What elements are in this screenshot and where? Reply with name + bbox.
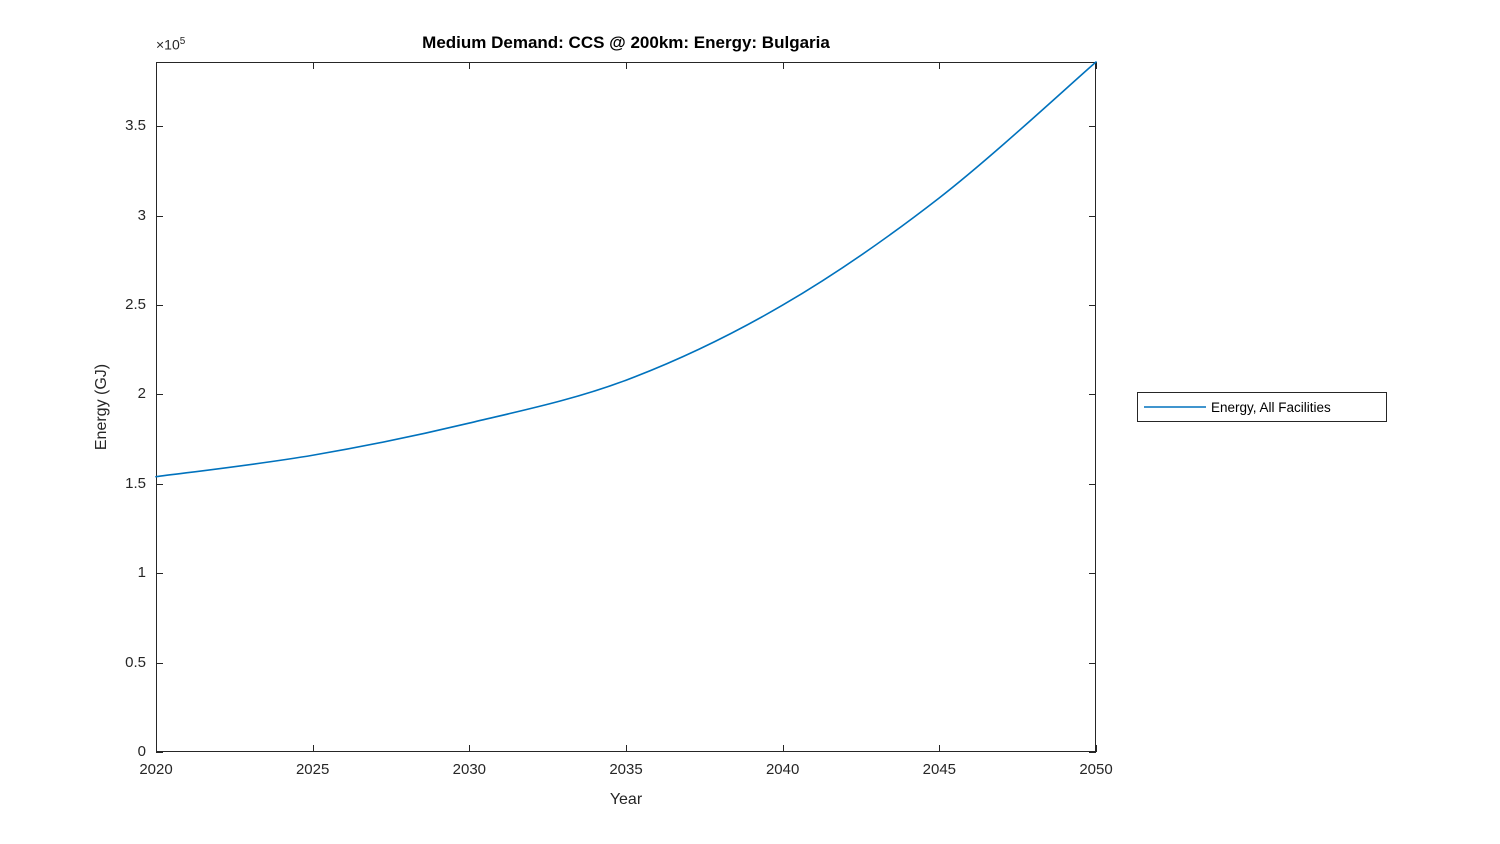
y-tick-label: 3.5 bbox=[125, 117, 146, 135]
series-line-energy-all-facilities bbox=[155, 61, 1097, 478]
x-tick-label: 2035 bbox=[609, 761, 643, 778]
x-tick-label: 2040 bbox=[765, 761, 800, 778]
legend-line-sample bbox=[1144, 406, 1206, 408]
y-tick-label: 2.5 bbox=[125, 296, 146, 314]
y-tick-label: 0.5 bbox=[125, 653, 146, 671]
legend: Energy, All Facilities bbox=[1137, 392, 1387, 422]
x-tick-label: 2020 bbox=[139, 761, 173, 778]
y-tick-label: 3 bbox=[137, 206, 146, 224]
y-axis-label: Energy (GJ) bbox=[93, 363, 110, 451]
chart-title: Medium Demand: CCS @ 200km: Energy: Bulg… bbox=[422, 33, 830, 52]
y-axis-multiplier-exponent: 5 bbox=[179, 36, 186, 47]
y-tick-label: 1 bbox=[137, 564, 146, 582]
x-tick-label: 2025 bbox=[295, 761, 330, 778]
legend-label: Energy, All Facilities bbox=[1211, 399, 1331, 415]
x-tick-label: 2050 bbox=[1079, 761, 1113, 778]
y-tick-label: 0 bbox=[137, 743, 146, 760]
y-tick-label: 1.5 bbox=[125, 474, 146, 492]
y-tick-label: 2 bbox=[137, 385, 146, 403]
x-tick-label: 2030 bbox=[452, 761, 487, 778]
y-axis-multiplier: ×105 bbox=[156, 36, 185, 53]
x-axis-label: Year bbox=[609, 791, 643, 808]
axes-box bbox=[156, 62, 1096, 752]
y-axis-multiplier-base: ×10 bbox=[156, 36, 180, 53]
x-tick-label: 2045 bbox=[922, 761, 957, 778]
